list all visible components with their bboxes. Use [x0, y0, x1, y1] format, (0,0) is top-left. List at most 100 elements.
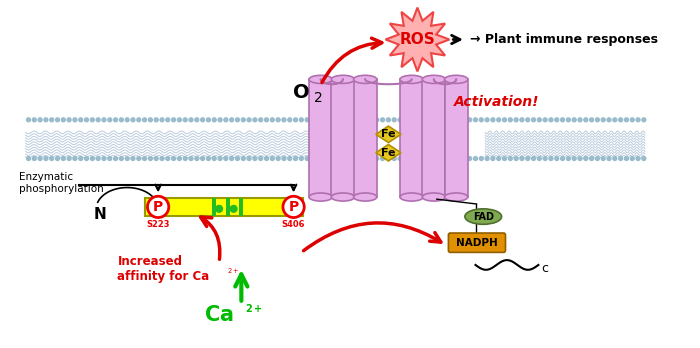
Circle shape — [265, 118, 268, 122]
Circle shape — [480, 118, 483, 122]
Circle shape — [230, 118, 234, 122]
Circle shape — [265, 157, 268, 160]
Circle shape — [375, 118, 379, 122]
Ellipse shape — [331, 193, 354, 201]
Circle shape — [334, 157, 338, 160]
Circle shape — [468, 118, 472, 122]
Circle shape — [206, 157, 211, 160]
Circle shape — [305, 118, 309, 122]
Circle shape — [85, 157, 88, 160]
Circle shape — [259, 157, 262, 160]
Circle shape — [259, 118, 262, 122]
Circle shape — [189, 157, 193, 160]
Circle shape — [514, 157, 518, 160]
Circle shape — [636, 118, 640, 122]
Polygon shape — [376, 126, 401, 143]
Circle shape — [584, 157, 588, 160]
Circle shape — [584, 118, 588, 122]
Ellipse shape — [422, 75, 445, 84]
Circle shape — [201, 118, 204, 122]
Circle shape — [44, 157, 48, 160]
Circle shape — [113, 157, 118, 160]
Circle shape — [96, 157, 100, 160]
Circle shape — [358, 118, 361, 122]
Circle shape — [323, 118, 326, 122]
Circle shape — [503, 118, 507, 122]
Text: Enzymatic
phosphorylation: Enzymatic phosphorylation — [19, 172, 104, 193]
Circle shape — [613, 118, 617, 122]
Circle shape — [102, 118, 106, 122]
Circle shape — [160, 157, 164, 160]
Circle shape — [543, 157, 547, 160]
Ellipse shape — [331, 75, 354, 84]
Circle shape — [444, 118, 449, 122]
Circle shape — [253, 157, 257, 160]
Circle shape — [358, 157, 361, 160]
Circle shape — [601, 157, 605, 160]
Polygon shape — [354, 79, 377, 197]
Circle shape — [247, 157, 251, 160]
Circle shape — [468, 157, 472, 160]
Circle shape — [62, 157, 65, 160]
Circle shape — [270, 157, 274, 160]
Circle shape — [462, 118, 466, 122]
Ellipse shape — [422, 193, 445, 201]
Circle shape — [508, 157, 512, 160]
Circle shape — [607, 157, 611, 160]
Circle shape — [120, 157, 123, 160]
Text: ROS: ROS — [400, 32, 435, 47]
Circle shape — [456, 157, 460, 160]
Circle shape — [108, 118, 112, 122]
FancyBboxPatch shape — [226, 198, 230, 216]
Circle shape — [572, 118, 576, 122]
Circle shape — [444, 157, 449, 160]
Circle shape — [480, 157, 483, 160]
Ellipse shape — [400, 193, 424, 201]
Circle shape — [102, 157, 106, 160]
Circle shape — [201, 157, 204, 160]
FancyBboxPatch shape — [212, 198, 216, 216]
Text: Fe: Fe — [382, 129, 395, 139]
Circle shape — [73, 157, 77, 160]
Circle shape — [392, 118, 396, 122]
Ellipse shape — [444, 193, 468, 201]
Text: O: O — [293, 83, 309, 102]
Circle shape — [392, 157, 396, 160]
Circle shape — [206, 118, 211, 122]
Circle shape — [178, 118, 181, 122]
Circle shape — [79, 157, 83, 160]
Circle shape — [328, 118, 332, 122]
Text: Fe: Fe — [382, 148, 395, 158]
Circle shape — [27, 157, 30, 160]
Circle shape — [561, 118, 564, 122]
Circle shape — [398, 118, 402, 122]
Circle shape — [241, 157, 245, 160]
Circle shape — [235, 118, 239, 122]
Circle shape — [416, 118, 419, 122]
Circle shape — [474, 118, 477, 122]
Circle shape — [317, 118, 321, 122]
Circle shape — [491, 118, 495, 122]
Ellipse shape — [354, 75, 377, 84]
Circle shape — [55, 157, 60, 160]
Circle shape — [619, 157, 622, 160]
Circle shape — [642, 157, 646, 160]
Circle shape — [154, 118, 158, 122]
Circle shape — [566, 118, 570, 122]
Circle shape — [369, 118, 373, 122]
Circle shape — [32, 157, 36, 160]
Circle shape — [136, 157, 141, 160]
Circle shape — [566, 157, 570, 160]
Circle shape — [497, 118, 500, 122]
Circle shape — [439, 157, 442, 160]
Circle shape — [212, 157, 216, 160]
Polygon shape — [422, 79, 445, 197]
Circle shape — [178, 157, 181, 160]
Circle shape — [421, 157, 425, 160]
Text: FAD: FAD — [473, 212, 494, 222]
Text: P: P — [288, 200, 299, 214]
Circle shape — [601, 118, 605, 122]
Circle shape — [148, 196, 169, 218]
Circle shape — [270, 118, 274, 122]
Circle shape — [456, 118, 460, 122]
